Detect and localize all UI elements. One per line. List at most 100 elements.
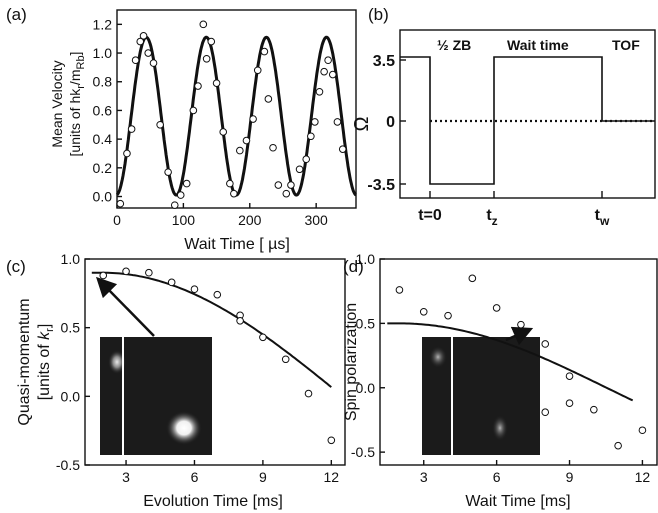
panel-c-points: [99, 267, 336, 445]
panel-c-tag: (c): [6, 257, 26, 276]
panel-b-tag: (b): [368, 5, 389, 24]
a-data-point: [139, 32, 148, 40]
c-data-point: [190, 285, 199, 294]
a-ytick-label: 0.8: [93, 74, 113, 90]
panel-c-y-label: Quasi-momentum [units of kr]: [16, 298, 56, 425]
c-data-point: [236, 317, 244, 325]
panel-b-ytick-label: -3.5: [367, 177, 395, 194]
c-data-point: [281, 355, 290, 364]
d-data-point: [614, 441, 622, 450]
a-xtick-label: 100: [172, 212, 196, 228]
panel-a-y-label: Mean Velocity [units of hkr/mRb]: [49, 52, 87, 157]
c-ytick-label: 0.0: [61, 388, 81, 404]
a-data-point: [328, 70, 337, 79]
d-data-point: [565, 399, 574, 408]
panel-b-xtick-t0: t=0: [418, 207, 442, 224]
panel-b-pulse-sequence: [400, 56, 655, 185]
c-data-point: [327, 436, 336, 445]
c-ytick-label: 0.5: [61, 320, 81, 336]
a-data-point: [189, 106, 198, 115]
d-ytick-label: 0.5: [356, 315, 376, 331]
a-data-point: [302, 155, 311, 164]
d-data-point: [492, 304, 501, 312]
a-data-point: [249, 115, 257, 123]
a-data-point: [230, 189, 238, 198]
a-data-point: [176, 191, 185, 199]
c-data-point: [259, 333, 267, 342]
a-ytick-label: 0.6: [93, 102, 113, 118]
a-data-point: [315, 87, 324, 96]
panel-d-inset-spot-right: [492, 415, 508, 441]
d-xtick-label: 9: [566, 469, 574, 485]
d-data-point: [565, 372, 574, 380]
panel-b-frame: [399, 29, 656, 199]
a-ytick-label: 1.0: [93, 45, 113, 61]
c-data-point: [213, 290, 222, 299]
a-data-point: [264, 95, 273, 103]
a-xtick-label: 200: [238, 212, 262, 228]
d-xtick-label: 3: [420, 469, 428, 485]
a-data-point: [307, 132, 315, 141]
panel-c-frame: [84, 258, 346, 466]
a-data-point: [274, 181, 283, 189]
panel-d-x-label: Wait Time [ms]: [465, 493, 570, 510]
a-data-point: [136, 37, 145, 46]
d-xtick-label: 6: [493, 469, 501, 485]
a-data-point: [194, 82, 202, 90]
panel-d-y-label: Spin polarization: [343, 303, 360, 421]
a-data-point: [311, 118, 319, 126]
a-xtick-label: 300: [304, 212, 328, 228]
panel-c-arrow: [95, 276, 155, 337]
d-data-point: [590, 405, 598, 414]
c-xtick-label: 3: [122, 469, 130, 485]
d-data-point: [517, 320, 525, 329]
d-xtick-label: 12: [635, 469, 651, 485]
a-data-point: [212, 79, 221, 87]
a-data-point: [333, 118, 342, 126]
a-ytick-label: 0.0: [93, 189, 113, 205]
a-data-point: [260, 47, 269, 56]
panel-b-annotation-tof: TOF: [612, 37, 640, 53]
a-xtick-label: 0: [113, 212, 121, 228]
a-data-point: [269, 143, 277, 152]
a-data-point: [253, 66, 262, 75]
a-data-point: [149, 59, 158, 67]
c-ytick-label: -0.5: [56, 457, 80, 473]
c-xtick-label: 6: [191, 469, 199, 485]
d-data-point: [444, 311, 452, 320]
a-data-point: [199, 20, 208, 29]
panel-a-y-label-line2: [units of hkr/mRb]: [67, 52, 87, 157]
a-data-point: [324, 56, 332, 65]
panel-c-y-label-line2: [units of kr]: [36, 324, 56, 401]
panel-a-tag: (a): [6, 5, 27, 24]
panel-a-y-ticks: 0.0 0.2 0.4 0.6 0.8 1.0 1.2: [93, 16, 122, 205]
panel-c-x-ticks: 3 6 9 12: [122, 460, 339, 485]
panel-d: (d) -0.5 0.0 0.5 1.0 3 6 9 12 Wait Time [ms] S…: [343, 251, 658, 510]
a-data-point: [226, 179, 234, 188]
panel-d-arrow: [505, 326, 534, 346]
c-data-point: [167, 278, 176, 287]
a-data-point: [144, 49, 153, 57]
d-data-point: [419, 307, 428, 316]
panel-a: (a) 0.0 0.2 0.4 0.6 0.8 1.0 1.2 0 100 200 300 Wai…: [6, 5, 357, 253]
c-ytick-label: 1.0: [61, 251, 81, 267]
panel-a-points: [116, 20, 347, 209]
c-xtick-label: 9: [259, 469, 267, 485]
panel-b-annotation-half-zb: ½ ZB: [437, 37, 471, 53]
panel-a-y-label-line1: Mean Velocity: [49, 60, 65, 147]
a-data-point: [207, 37, 216, 46]
a-data-point: [282, 189, 291, 198]
a-data-point: [170, 201, 179, 209]
panel-b-ytick-label: 0: [386, 114, 395, 131]
a-ytick-label: 0.2: [93, 160, 113, 176]
panel-c: (c) -0.5 0.0 0.5 1.0 3 6 9 12: [6, 251, 346, 510]
a-data-point: [127, 125, 136, 133]
a-data-point: [164, 168, 172, 176]
panel-c-y-ticks: -0.5 0.0 0.5 1.0: [56, 251, 90, 473]
panel-b-ytick-label: 3.5: [373, 53, 395, 70]
a-ytick-label: 0.4: [93, 131, 113, 147]
panel-d-x-ticks: 3 6 9 12: [420, 460, 651, 485]
a-data-point: [202, 54, 211, 63]
d-data-point: [395, 286, 404, 294]
